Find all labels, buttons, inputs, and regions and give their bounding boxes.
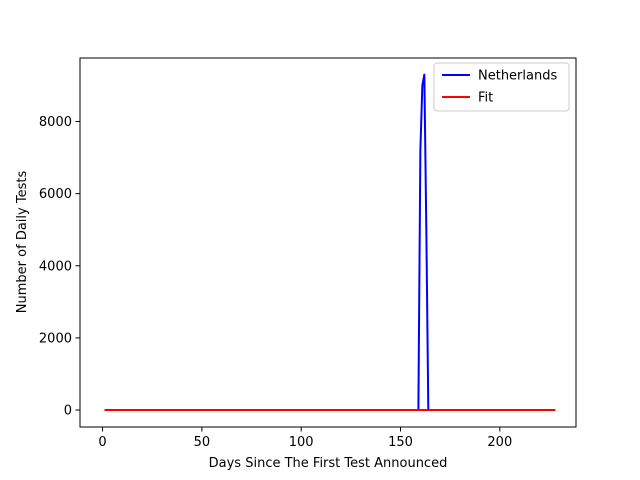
series-layer: [104, 73, 556, 412]
x-axis-label: Days Since The First Test Announced: [209, 456, 448, 471]
y-tick-label: 6000: [39, 187, 72, 202]
legend: Netherlands Fit: [433, 62, 570, 112]
y-tick-label: 2000: [39, 331, 72, 346]
x-tick-label: 0: [98, 435, 106, 450]
x-tick-label: 100: [289, 435, 314, 450]
x-tick-label: 150: [388, 435, 413, 450]
x-tick-label: 200: [487, 435, 512, 450]
y-tick-label: 0: [64, 404, 72, 419]
legend-label-fit: Fit: [478, 91, 493, 106]
y-tick-label: 4000: [39, 259, 72, 274]
y-tick-label: 8000: [39, 115, 72, 130]
legend-label-netherlands: Netherlands: [478, 69, 557, 84]
x-tick-label: 50: [194, 435, 211, 450]
y-axis-label: Number of Daily Tests: [15, 171, 30, 314]
plot-frame: [79, 57, 577, 428]
